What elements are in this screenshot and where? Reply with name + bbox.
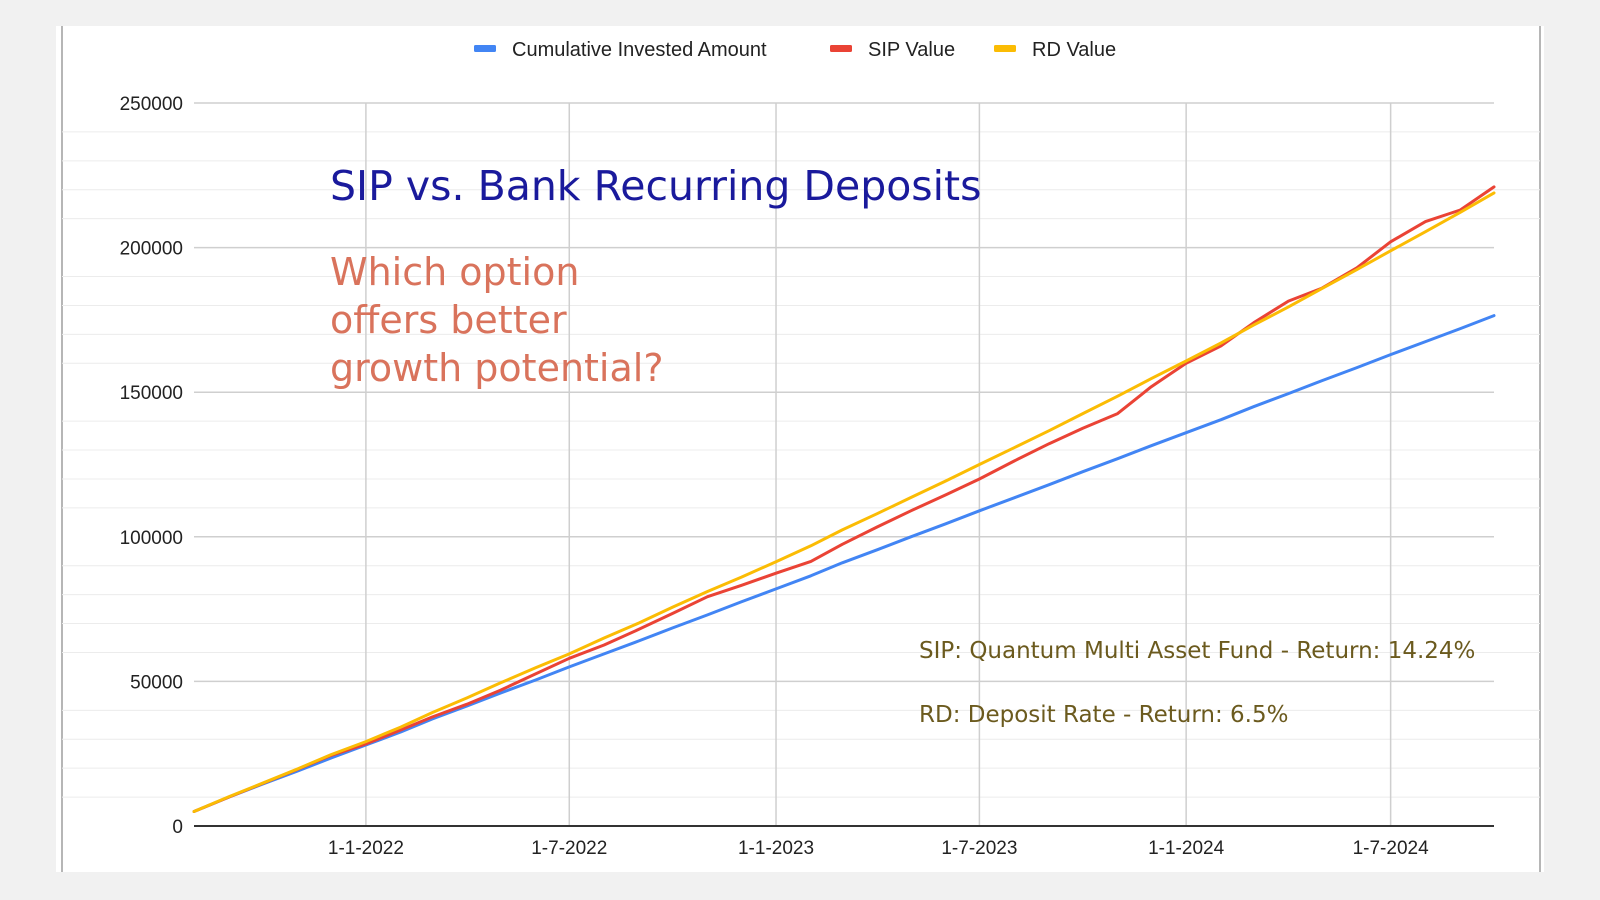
series-line-3	[192, 191, 1496, 813]
y-tick-label: 50000	[130, 672, 183, 693]
legend: Cumulative Invested Amount SIP Value RD Va…	[474, 39, 1116, 61]
legend-swatch	[830, 45, 852, 52]
chart-title: SIP vs. Bank Recurring Deposits	[330, 162, 982, 210]
x-tick-label: 1-1-2023	[738, 838, 814, 859]
legend-swatch	[994, 45, 1016, 52]
series-line-2	[192, 185, 1496, 813]
y-tick-label: 0	[172, 817, 183, 838]
x-tick-label: 1-1-2024	[1148, 838, 1224, 859]
y-tick-label: 100000	[120, 528, 183, 549]
subtitle-line-1: Which option	[330, 250, 579, 294]
series-line-1	[192, 314, 1496, 813]
chart-panel	[56, 26, 1544, 872]
annotation-sip-return: SIP: Quantum Multi Asset Fund - Return: …	[919, 638, 1475, 664]
x-tick-label: 1-7-2024	[1353, 838, 1429, 859]
y-tick-label: 200000	[120, 239, 183, 260]
annotation-rd-return: RD: Deposit Rate - Return: 6.5%	[919, 702, 1288, 728]
legend-label: Cumulative Invested Amount	[512, 39, 767, 61]
legend-label: SIP Value	[868, 39, 955, 61]
x-tick-label: 1-7-2023	[941, 838, 1017, 859]
y-tick-label: 250000	[120, 94, 183, 115]
gridlines	[62, 102, 1540, 826]
subtitle-line-3: growth potential?	[330, 346, 664, 390]
legend-swatch	[474, 45, 496, 52]
series-lines	[192, 185, 1496, 813]
x-tick-label: 1-1-2022	[328, 838, 404, 859]
y-tick-label: 150000	[120, 383, 183, 404]
legend-label: RD Value	[1032, 39, 1116, 61]
subtitle-line-2: offers better	[330, 298, 567, 342]
x-tick-label: 1-7-2022	[531, 838, 607, 859]
y-axis-ticks: 0 50000 100000 150000 200000 250000	[120, 94, 183, 838]
x-axis-ticks: 1-1-2022 1-7-2022 1-1-2023 1-7-2023 1-1-2024…	[328, 838, 1429, 859]
